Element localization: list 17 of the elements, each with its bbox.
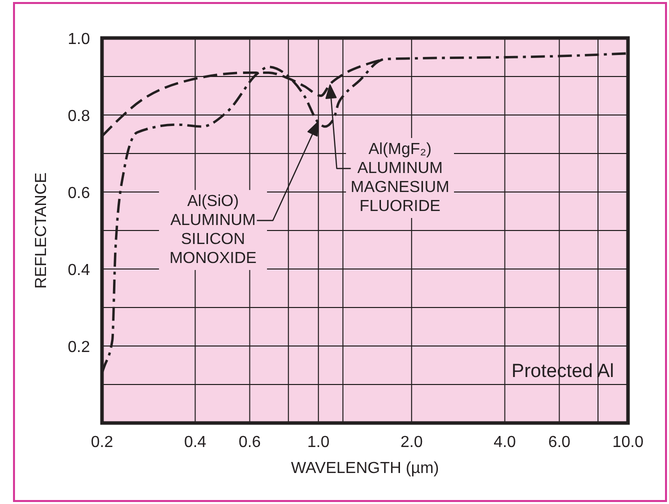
annotation: Al(SiO) ALUMINUM SILICON MONOXIDE (169, 193, 257, 267)
y-tick-label: 0.4 (68, 262, 90, 279)
y-tick-label: 0.6 (68, 185, 90, 202)
y-axis-title: REFLECTANCE (33, 172, 50, 289)
x-tick-label: 0.2 (90, 434, 114, 451)
y-tick-label: 0.2 (68, 339, 90, 356)
x-tick-label: 10.0 (612, 434, 644, 451)
x-tick-label: 4.0 (494, 434, 516, 451)
x-tick-label: 6.0 (548, 434, 571, 451)
annotation: Al(MgF₂) ALUMINUM MAGNESIUM FLUORIDE (350, 141, 450, 215)
x-tick-label: 0.6 (238, 434, 261, 451)
x-tick-label: 2.0 (400, 434, 423, 451)
y-tick-label: 0.8 (68, 108, 90, 125)
x-tick-label: 0.4 (184, 434, 206, 451)
x-axis-title: WAVELENGTH (µm) (291, 460, 439, 477)
x-tick-label: 1.0 (307, 434, 330, 451)
y-tick-label: 1.0 (68, 31, 90, 48)
